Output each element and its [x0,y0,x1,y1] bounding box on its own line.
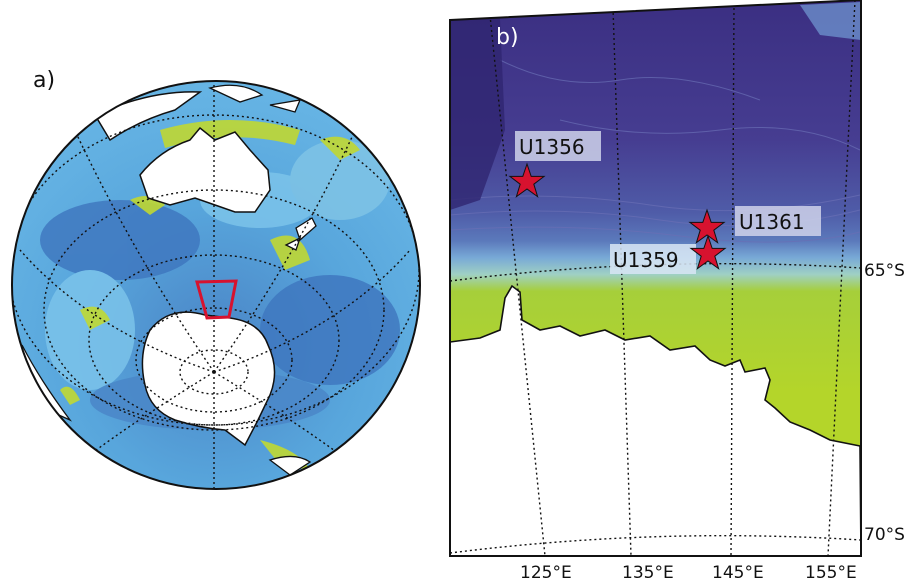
site-star-u1359 [689,234,727,270]
globe-panel [12,81,420,489]
study-area-box [195,279,238,320]
lon-tick-135: 135°E [622,563,674,583]
upper-right-patch [800,2,861,40]
lat-tick-70: 70°S [864,525,905,545]
south-america-tip [268,455,312,476]
site-star-u1356 [508,162,546,198]
site-name-u1359: U1359 [613,248,679,272]
globe-outline [11,80,421,490]
panel-a-label: a) [33,68,56,93]
site-label-u1361: U1361 [735,206,821,236]
lon-tick-155: 155°E [805,563,857,583]
lat-tick-65: 65°S [864,261,905,281]
map-frame [449,0,862,557]
new-zealand [284,217,317,251]
lon-tick-145: 145°E [712,563,764,583]
regional-map-panel [450,0,861,556]
site-star-u1361 [688,208,726,244]
site-name-u1361: U1361 [739,210,805,234]
site-label-u1356: U1356 [515,131,601,161]
antarctic-coast-ice [450,284,861,556]
site-label-u1359: U1359 [610,244,696,274]
site-name-u1356: U1356 [519,135,585,159]
lon-tick-125: 125°E [520,563,572,583]
panel-b-label: b) [496,25,519,50]
deep-water-patch [450,18,505,210]
asia-landmass [93,91,203,142]
islands [208,84,302,113]
